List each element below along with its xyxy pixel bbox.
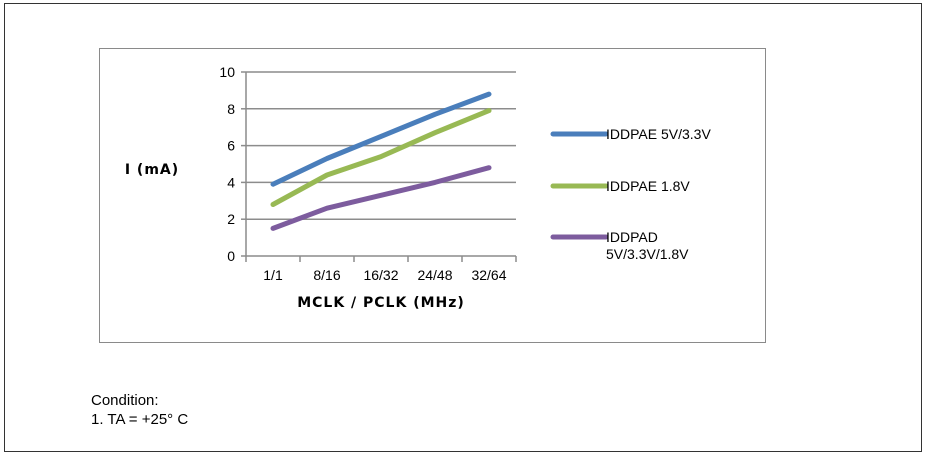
x-tick-label: 32/64 (471, 267, 506, 283)
x-tick-label: 8/16 (313, 267, 340, 283)
figure-frame: 0 2 4 6 8 10 1/1 8/16 16/32 24/48 32/64 MCLK / PCLK… (4, 3, 922, 452)
y-tick-label: 2 (227, 211, 235, 227)
legend-label-3: IDDPAD (606, 229, 658, 245)
y-tick-label: 8 (227, 101, 235, 117)
condition-label: Condition: (91, 392, 159, 409)
y-axis-title: I (mA) (125, 162, 179, 178)
y-tick-label: 6 (227, 138, 235, 154)
chart-container: 0 2 4 6 8 10 1/1 8/16 16/32 24/48 32/64 MCLK / PCLK… (99, 48, 766, 343)
legend-label-2: IDDPAE 1.8V (606, 178, 690, 194)
x-tick-label: 1/1 (263, 267, 283, 283)
y-tick-label: 10 (219, 64, 235, 80)
x-tick-label: 16/32 (363, 267, 398, 283)
legend-label-3: 5V/3.3V/1.8V (606, 246, 689, 262)
series-line-1 (270, 91, 492, 187)
chart: 0 2 4 6 8 10 1/1 8/16 16/32 24/48 32/64 MCLK / PCLK… (125, 64, 712, 311)
condition-note: Condition: 1. TA = +25° C (91, 391, 188, 429)
series-line-3 (270, 165, 492, 231)
x-axis-title: MCLK / PCLK (MHz) (297, 295, 465, 311)
y-tick-label: 4 (227, 174, 235, 190)
series-line-2 (270, 108, 492, 207)
legend-label-1: IDDPAE 5V/3.3V (606, 126, 711, 142)
condition-ta: 1. TA = +25° C (91, 411, 189, 428)
y-tick-label: 0 (227, 248, 235, 264)
x-tick-label: 24/48 (417, 267, 452, 283)
